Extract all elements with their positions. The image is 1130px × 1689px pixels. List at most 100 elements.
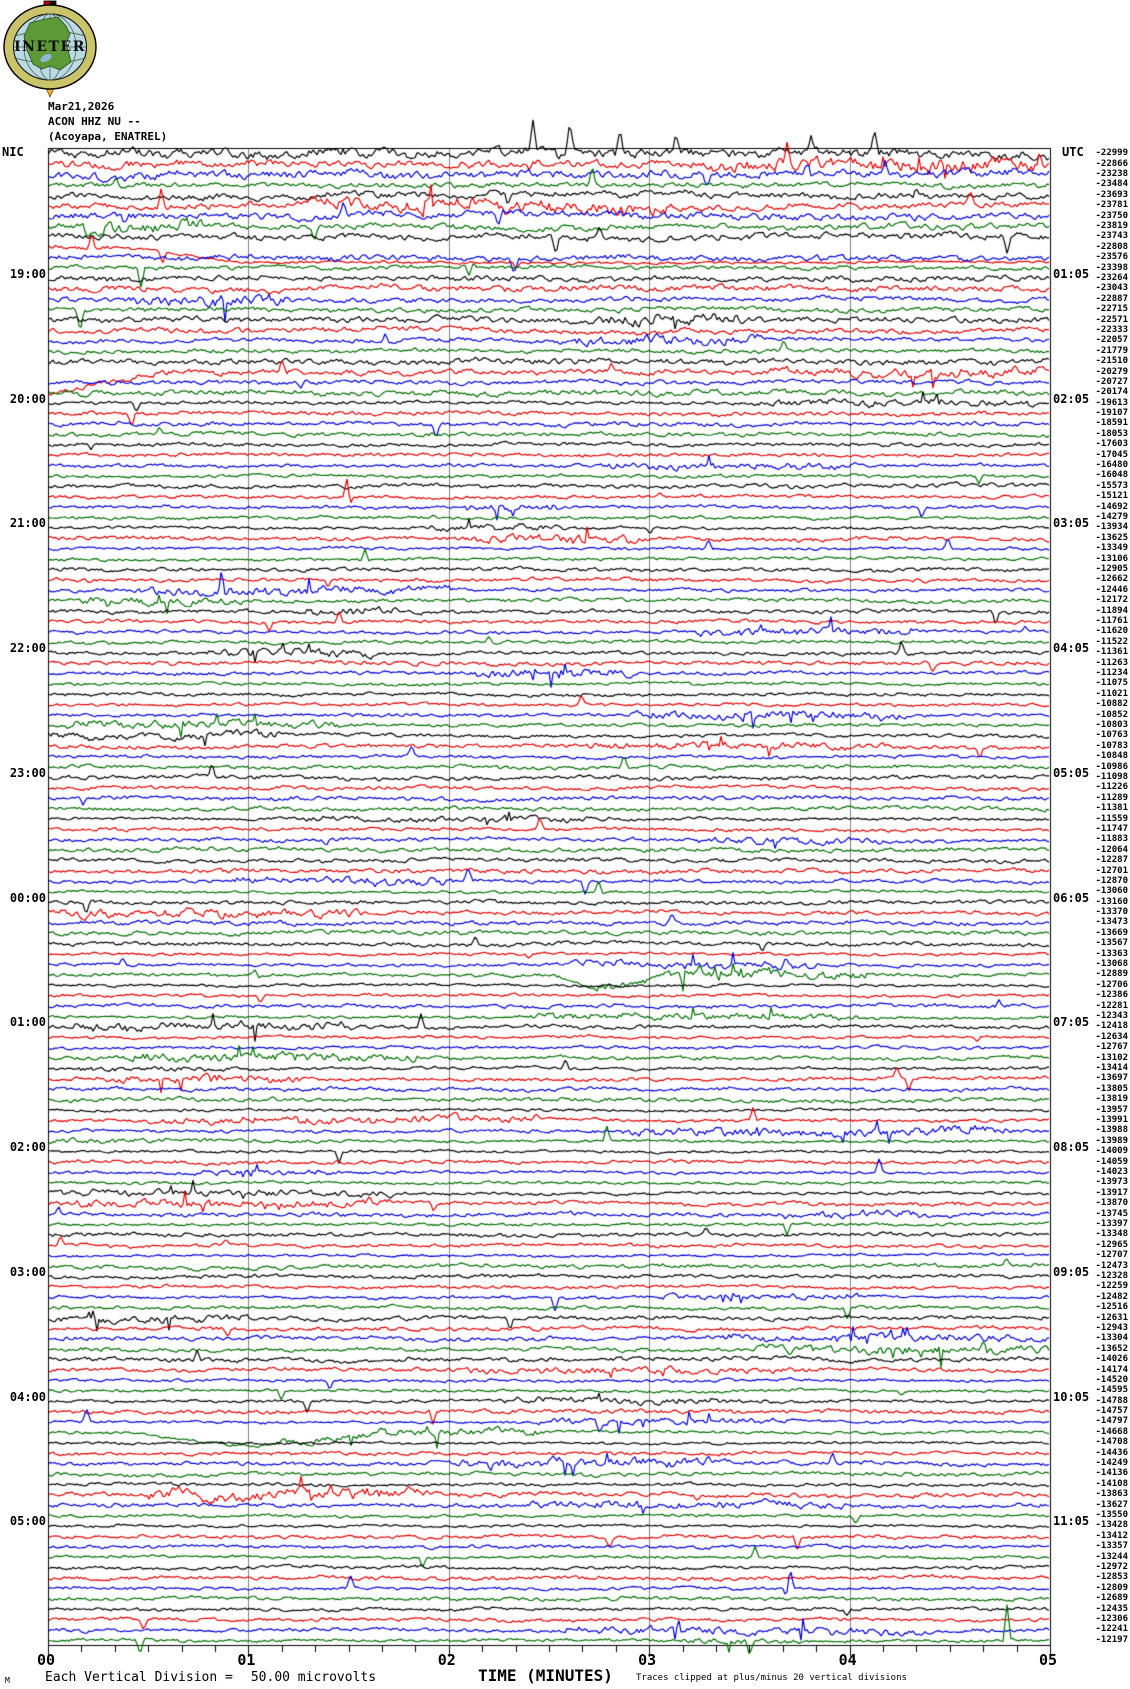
trace-offset-value: -12386 [1095,990,1128,1001]
left-time-label: 04:00 [9,1389,46,1404]
trace-offset-value: -11381 [1095,803,1128,814]
trace-offset-value: -18053 [1095,428,1128,439]
trace-offset-value: -19613 [1095,397,1128,408]
trace-offset-value: -14708 [1095,1437,1128,1448]
trace-offset-value: -12706 [1095,979,1128,990]
trace-offset-value: -14757 [1095,1406,1128,1417]
trace-offset-value: -13989 [1095,1135,1128,1146]
trace-offset-value: -12662 [1095,574,1128,585]
left-time-label: 22:00 [9,641,46,655]
left-time-label: 01:00 [9,1015,46,1030]
trace-offset-value: -22333 [1095,324,1128,335]
trace-offset-value: -23043 [1095,283,1128,294]
left-time-label: 03:00 [9,1264,46,1279]
trace-offset-value: -13397 [1095,1218,1128,1229]
trace-offset-value: -12853 [1095,1572,1128,1583]
left-time-label: 21:00 [9,516,46,531]
trace-offset-value: -22057 [1095,335,1128,346]
trace-offset-value: -13428 [1095,1520,1128,1531]
trace-offset-value: -10783 [1095,740,1128,751]
clip-note: Traces clipped at plus/minus 20 vertical… [636,1673,907,1683]
trace-offset-value: -12905 [1095,564,1128,575]
trace-offset-value: -11747 [1095,823,1128,834]
trace-offset-value: -12701 [1095,865,1128,876]
trace-offset-value: -23264 [1095,272,1128,283]
trace-offset-value: -13957 [1095,1104,1128,1115]
trace-offset-value: -13819 [1095,1094,1128,1105]
right-time-label: 10:05 [1053,1389,1090,1404]
trace-offset-value: -12473 [1095,1260,1128,1271]
trace-offset-value: -13567 [1095,938,1128,949]
trace-offset-value: -13973 [1095,1177,1128,1188]
trace-offset-value: -14797 [1095,1416,1128,1427]
trace-offset-value: -20279 [1095,366,1128,377]
trace-offset-value: -12889 [1095,969,1128,980]
trace-offset-value: -12446 [1095,584,1128,595]
trace-offset-value: -11761 [1095,616,1128,626]
trace-offset-value: -13473 [1095,917,1128,928]
trace-offset-value: -20174 [1095,387,1128,398]
trace-offset-value: -13068 [1095,959,1128,970]
trace-offset-value: -22571 [1095,314,1128,325]
trace-offset-value: -13745 [1095,1208,1128,1219]
title-date: Mar21,2026 [48,100,115,113]
trace-offset-value: -22715 [1095,304,1128,315]
left-time-label: 23:00 [9,765,46,780]
trace-offset-value: -13652 [1095,1343,1128,1354]
trace-offset-value: -20727 [1095,376,1128,387]
trace-offset-value: -23238 [1095,168,1128,179]
trace-offset-value: -23750 [1095,210,1128,221]
trace-offset-value: -13349 [1095,543,1128,554]
trace-offset-value: -22887 [1095,293,1128,304]
trace-offset-value: -14788 [1095,1395,1128,1406]
x-tick-label: 03 [638,1651,657,1669]
trace-offset-value: -16480 [1095,460,1128,471]
trace-offset-value: -10852 [1095,709,1128,720]
trace-offset-value: -12435 [1095,1603,1128,1614]
trace-offset-value: -13934 [1095,522,1128,533]
trace-offset-value: -14023 [1095,1166,1128,1177]
trace-offset-value: -14520 [1095,1374,1128,1385]
trace-offset-value: -12306 [1095,1614,1128,1624]
trace-offset-value: -13870 [1095,1198,1128,1209]
trace-offset-value: -11234 [1095,667,1128,678]
right-time-label: 06:05 [1053,890,1090,905]
right-time-label: 03:05 [1053,516,1090,531]
trace-offset-value: -22999 [1095,148,1128,159]
trace-offset-value: -10848 [1095,751,1128,762]
trace-offset-value: -11098 [1095,771,1128,782]
trace-offset-value: -23819 [1095,220,1128,231]
trace-offset-value: -12943 [1095,1322,1128,1333]
trace-offset-value: -12241 [1095,1624,1128,1635]
trace-offset-value: -12767 [1095,1042,1128,1053]
right-time-label: 02:05 [1053,391,1090,406]
left-time-label: 02:00 [9,1140,46,1154]
trace-offset-value: -11894 [1095,605,1128,616]
trace-offset-value: -23743 [1095,231,1128,242]
trace-offset-value: -11361 [1095,647,1128,658]
left-time-label: 19:00 [9,266,46,281]
trace-offset-value: -13550 [1095,1510,1128,1521]
trace-offset-value: -16048 [1095,470,1128,481]
vertical-scale-note: Each Vertical Division = 50.00 microvolts [45,1670,376,1685]
trace-offset-value: -12870 [1095,875,1128,886]
trace-offset-value: -14174 [1095,1364,1128,1375]
trace-offset-value: -23576 [1095,252,1128,263]
trace-offset-value: -13412 [1095,1530,1128,1541]
trace-offset-value: -13244 [1095,1551,1128,1562]
right-axis-label: UTC [1062,145,1084,159]
trace-offset-value: -14009 [1095,1146,1128,1157]
trace-offset-value: -10763 [1095,730,1128,741]
trace-offset-value: -13106 [1095,553,1128,564]
trace-offset-value: -13370 [1095,907,1128,918]
trace-offset-value: -13414 [1095,1063,1128,1074]
trace-offset-value: -23693 [1095,189,1128,200]
trace-offset-value: -14026 [1095,1354,1128,1365]
right-time-label: 08:05 [1053,1140,1090,1154]
trace-offset-value: -21779 [1095,345,1128,356]
trace-offset-value: -13697 [1095,1073,1128,1084]
trace-offset-value: -17603 [1095,439,1128,450]
trace-offset-value: -23484 [1095,179,1128,190]
trace-offset-value: -13669 [1095,927,1128,938]
trace-offset-value: -12809 [1095,1582,1128,1593]
